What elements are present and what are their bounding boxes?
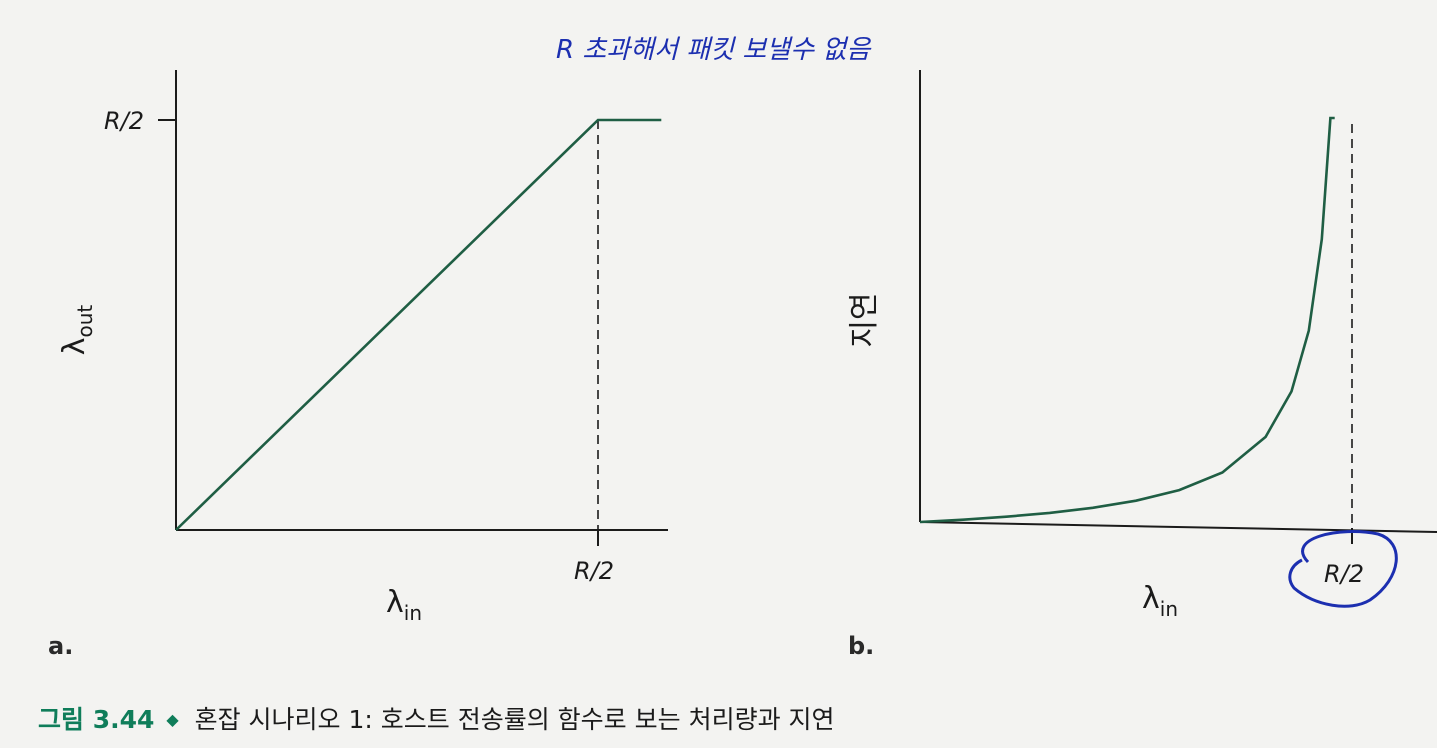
figure: R/2 R/2 λin λout a. R 초과해서 패킷 보낼수 없음 R/2… — [48, 35, 1437, 660]
delay-series — [919, 116, 1335, 524]
caption-number: 그림 3.44 — [38, 705, 155, 734]
y-axis-title-a: λout — [57, 305, 97, 356]
panel-label-b: b. — [848, 632, 874, 660]
panel-label-a: a. — [48, 632, 73, 660]
throughput-chart: R/2 R/2 λin λout a. R 초과해서 패킷 보낼수 없음 — [48, 35, 872, 660]
x-tick-label-b: R/2 — [1324, 560, 1364, 588]
x-axis-title-a: λin — [386, 585, 422, 625]
y-tick-label-a: R/2 — [104, 107, 144, 135]
diamond-icon: ◆ — [166, 710, 179, 729]
throughput-series — [175, 118, 662, 531]
x-tick-label-a: R/2 — [574, 557, 614, 585]
x-axis-title-b: λin — [1142, 581, 1178, 621]
y-axis-title-b: 지연 — [847, 292, 882, 347]
delay-chart: R/2 λin 지연 b. — [847, 70, 1437, 660]
figure-caption: 그림 3.44 ◆ 혼잡 시나리오 1: 호스트 전송률의 함수로 보는 처리량… — [38, 700, 835, 736]
handwritten-note: R 초과해서 패킷 보낼수 없음 — [556, 35, 872, 65]
handwritten-circle — [1288, 530, 1398, 608]
caption-text: 혼잡 시나리오 1: 호스트 전송률의 함수로 보는 처리량과 지연 — [194, 705, 835, 734]
